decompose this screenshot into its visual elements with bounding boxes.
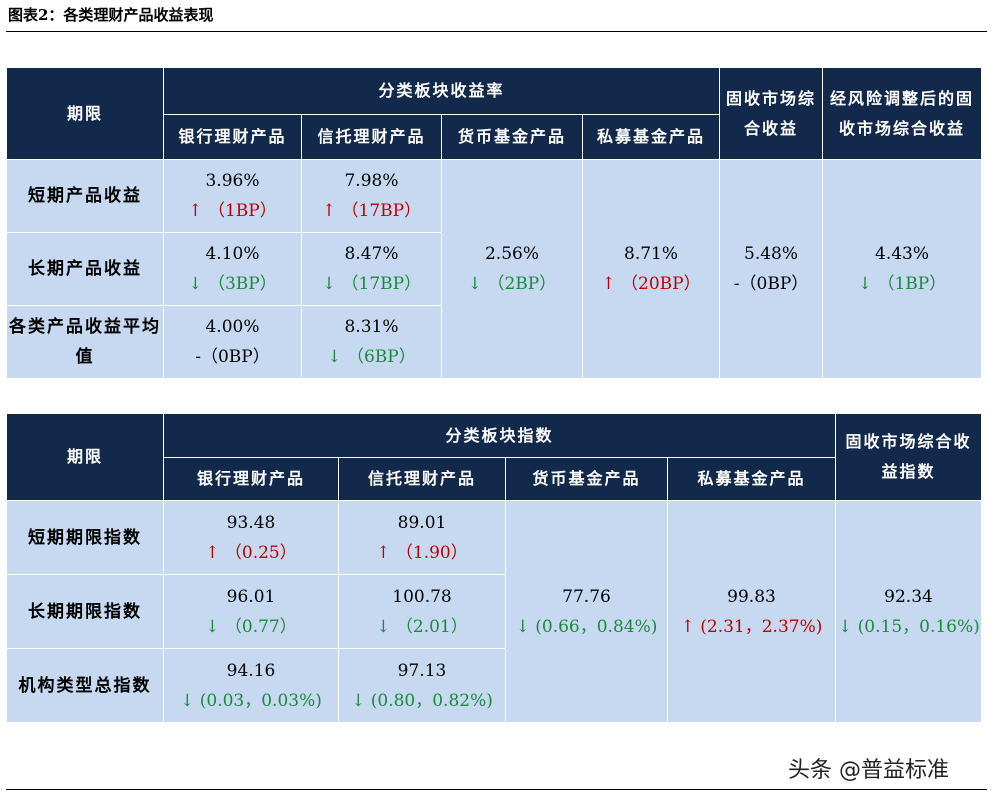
cell-money-fund-index: 77.76 ↓ (0.66，0.84%) (505, 500, 668, 723)
table-row: 长期产品收益 4.10% ↓ （3BP） 8.47% ↓ （17BP） (6, 232, 982, 306)
cell-short-trust: 7.98% ↑ （17BP） (301, 159, 442, 233)
header-fixed-income: 固收市场综合收益 (719, 67, 824, 160)
table-row: 各类产品收益平均值 4.00% -（0BP） 8.31% ↓ （6BP） (6, 305, 982, 379)
row-label-average: 各类产品收益平均值 (6, 305, 164, 379)
cell-private-fund-index: 99.83 ↑ (2.31，2.37%) (666, 500, 837, 723)
header-group: 分类板块收益率 (162, 67, 721, 115)
row-label-total-index: 机构类型总指数 (6, 648, 164, 723)
cell-long-trust-index: 100.78 ↓ （2.01） (338, 574, 506, 649)
header-private-fund: 私募基金产品 (666, 457, 837, 501)
index-table: 期限 分类板块指数 固收市场综合收益指数 银行理财产品 信托理财产品 货币基金产… (6, 413, 983, 723)
table-row: 短期产品收益 3.96% ↑ （1BP） 7.98% ↑ （17BP） 2.56… (6, 159, 983, 379)
cell-money-fund: 2.56% ↓ （2BP） (441, 159, 583, 379)
cell-avg-trust: 8.31% ↓ （6BP） (301, 305, 442, 379)
header-period: 期限 (6, 413, 164, 501)
header-fixed-income-index: 固收市场综合收益指数 (835, 413, 983, 501)
cell-long-trust: 8.47% ↓ （17BP） (301, 232, 442, 306)
watermark: 头条 @普益标准 (788, 758, 949, 783)
cell-long-bank-index: 96.01 ↓ （0.77） (163, 574, 339, 649)
bottom-divider (6, 789, 987, 790)
cell-total-bank-index: 94.16 ↓ (0.03，0.03%) (163, 648, 339, 723)
yield-table: 期限 分类板块收益率 固收市场综合收益 经风险调整后的固收市场综合收益 银行理财… (6, 67, 983, 379)
header-trust: 信托理财产品 (301, 114, 442, 160)
header-bank: 银行理财产品 (163, 457, 339, 501)
table-row: 长期期限指数 96.01 ↓ （0.77） 100.78 ↓ （2.01） (6, 574, 982, 649)
header-money-fund: 货币基金产品 (505, 457, 668, 501)
row-label-short-index: 短期期限指数 (6, 500, 164, 575)
cell-short-bank: 3.96% ↑ （1BP） (163, 159, 302, 233)
row-label-long: 长期产品收益 (6, 232, 164, 306)
cell-fixed-income: 5.48% -（0BP） (719, 159, 824, 379)
cell-fixed-income-index: 92.34 ↓ (0.15，0.16%) (835, 500, 983, 723)
cell-risk-adjusted: 4.43% ↓ （1BP） (822, 159, 983, 379)
cell-short-bank-index: 93.48 ↑ （0.25） (163, 500, 339, 575)
header-period: 期限 (6, 67, 164, 160)
top-divider (6, 31, 987, 32)
table-row: 短期期限指数 93.48 ↑ （0.25） 89.01 ↑ （1.90） 77.… (6, 500, 983, 723)
row-label-short: 短期产品收益 (6, 159, 164, 233)
header-private-fund: 私募基金产品 (581, 114, 721, 160)
header-money-fund: 货币基金产品 (441, 114, 583, 160)
cell-total-trust-index: 97.13 ↓ (0.80，0.82%) (338, 648, 506, 723)
figure-title: 图表2：各类理财产品收益表现 (8, 6, 214, 24)
cell-private-fund: 8.71% ↑ （20BP） (581, 159, 721, 379)
cell-short-trust-index: 89.01 ↑ （1.90） (338, 500, 506, 575)
table-row: 机构类型总指数 94.16 ↓ (0.03，0.03%) 97.13 ↓ (0.… (6, 648, 982, 723)
header-bank: 银行理财产品 (163, 114, 302, 160)
header-risk-adjusted: 经风险调整后的固收市场综合收益 (822, 67, 983, 160)
cell-avg-bank: 4.00% -（0BP） (163, 305, 302, 379)
header-trust: 信托理财产品 (338, 457, 506, 501)
header-group: 分类板块指数 (162, 413, 837, 458)
row-label-long-index: 长期期限指数 (6, 574, 164, 649)
cell-long-bank: 4.10% ↓ （3BP） (163, 232, 302, 306)
